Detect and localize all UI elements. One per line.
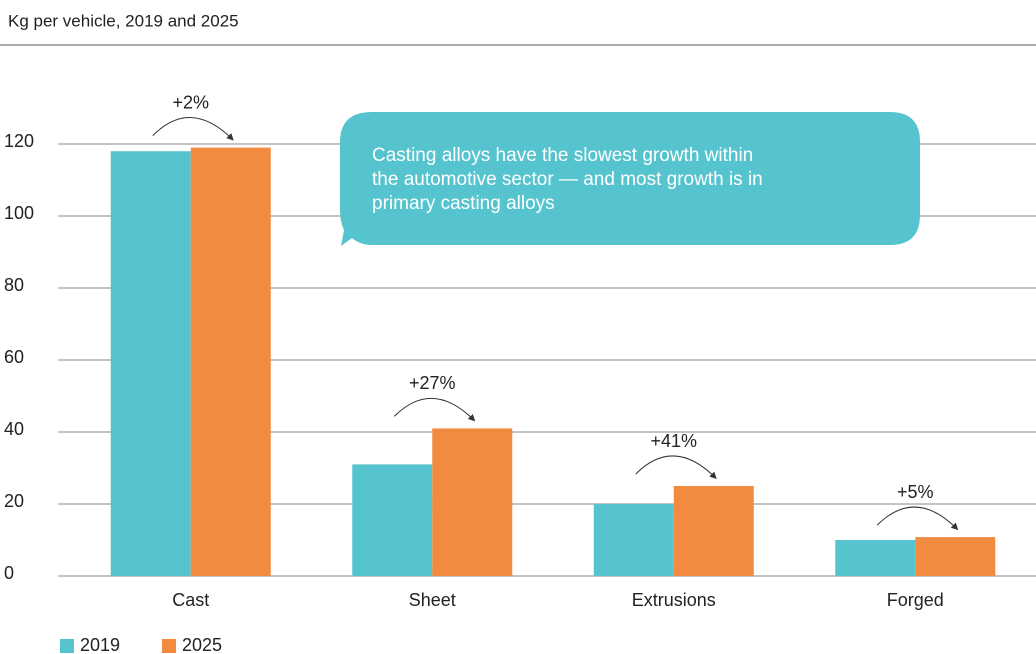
growth-label: +27% xyxy=(409,373,456,393)
bar xyxy=(110,151,191,576)
growth-arrow xyxy=(876,506,959,531)
x-tick-label: Cast xyxy=(172,590,209,610)
legend-swatch xyxy=(60,639,74,653)
growth-arrow xyxy=(393,397,476,422)
y-tick-label: 60 xyxy=(4,347,24,367)
growth-arrow xyxy=(635,455,717,479)
bar xyxy=(835,540,916,576)
growth-label: +41% xyxy=(650,431,697,451)
growth-arrow xyxy=(152,117,234,141)
x-tick-label: Extrusions xyxy=(632,590,716,610)
legend-swatch xyxy=(162,639,176,653)
callout-bubble xyxy=(340,112,920,246)
growth-label: +5% xyxy=(897,482,934,502)
y-tick-label: 20 xyxy=(4,491,24,511)
callout-text: Casting alloys have the slowest growth w… xyxy=(372,145,753,166)
growth-label: +2% xyxy=(172,92,209,112)
legend-label: 2025 xyxy=(182,635,222,654)
y-tick-label: 100 xyxy=(4,203,34,223)
chart-title: Kg per vehicle, 2019 and 2025 xyxy=(8,11,239,30)
callout-text: primary casting alloys xyxy=(372,193,555,214)
y-tick-label: 40 xyxy=(4,419,24,439)
bar xyxy=(190,147,271,576)
y-tick-label: 120 xyxy=(4,131,34,151)
bar xyxy=(593,504,674,576)
callout-text: the automotive sector — and most growth … xyxy=(372,169,763,190)
bar xyxy=(432,428,513,576)
legend-label: 2019 xyxy=(80,635,120,654)
y-tick-label: 0 xyxy=(4,563,14,583)
bar xyxy=(352,464,433,576)
x-tick-label: Forged xyxy=(887,590,944,610)
y-tick-label: 80 xyxy=(4,275,24,295)
bar xyxy=(673,486,754,576)
plot: 0 20 40 60 80 100 120 Cast +2% Sheet +27% Extrusion… xyxy=(4,92,1036,654)
x-tick-label: Sheet xyxy=(409,590,456,610)
bar xyxy=(915,537,996,576)
